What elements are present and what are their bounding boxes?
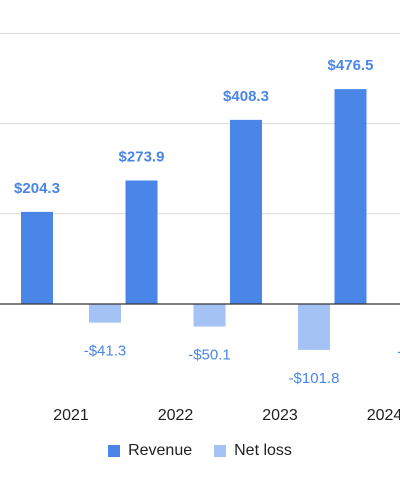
revenue-bar (125, 180, 158, 304)
revenue-bar (334, 89, 367, 304)
revenue-data-label: $476.5 (328, 57, 374, 74)
legend-swatch-net-loss (214, 445, 227, 457)
net-loss-data-label: -$43.5 (397, 344, 400, 361)
revenue-data-label: $273.9 (119, 148, 165, 165)
net-loss-bar (89, 304, 121, 323)
revenue-bar (21, 211, 53, 304)
x-tick-label: 2024 (367, 407, 400, 424)
revenue-data-label: $204.3 (14, 180, 60, 197)
net-loss-bar (193, 304, 226, 327)
revenue-bar (230, 119, 262, 305)
legend-item-revenue: Revenue (108, 442, 192, 460)
revenue-data-label: $408.3 (223, 88, 269, 105)
net-loss-data-label: -$41.3 (84, 343, 127, 360)
net-loss-data-label: -$50.1 (188, 347, 231, 364)
legend-item-net-loss: Net loss (214, 442, 292, 460)
net-loss-data-label: -$101.8 (289, 370, 340, 387)
x-tick-label: 2021 (53, 407, 89, 424)
legend-label-net-loss: Net loss (234, 442, 292, 459)
legend-label-revenue: Revenue (128, 442, 193, 459)
x-tick-label: 2022 (158, 407, 194, 424)
net-loss-bar (298, 304, 330, 350)
x-tick-label: 2023 (262, 407, 298, 424)
legend: Revenue Net loss (0, 442, 400, 460)
legend-swatch-revenue (108, 445, 121, 457)
